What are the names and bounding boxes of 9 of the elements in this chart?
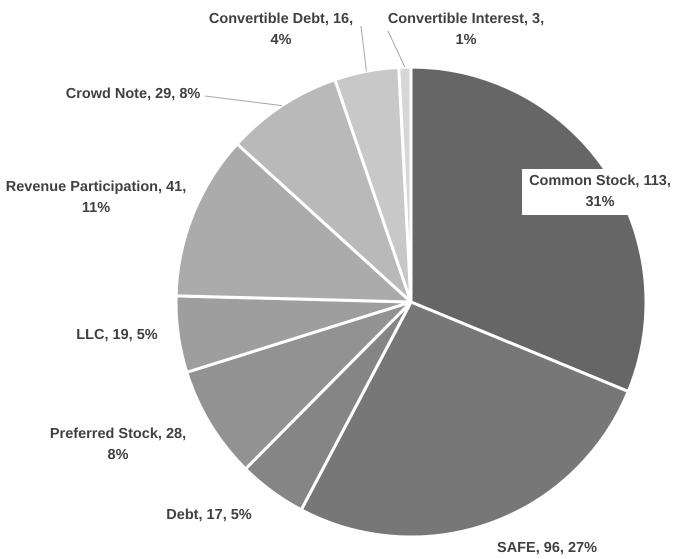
slice-label: Debt, 17, 5% (166, 506, 252, 525)
slice-label: Preferred Stock, 28, 8% (48, 425, 188, 465)
slice-label: Convertible Interest, 3, 1% (386, 10, 546, 50)
slice-label: Common Stock, 113, 31% (522, 169, 678, 215)
slice-label: SAFE, 96, 27% (497, 539, 597, 558)
slice-label: Convertible Debt, 16, 4% (208, 10, 354, 50)
slice-label: Revenue Participation, 41, 11% (4, 178, 188, 218)
slice-label: LLC, 19, 5% (76, 326, 158, 345)
slice-label: Crowd Note, 29, 8% (66, 85, 200, 104)
